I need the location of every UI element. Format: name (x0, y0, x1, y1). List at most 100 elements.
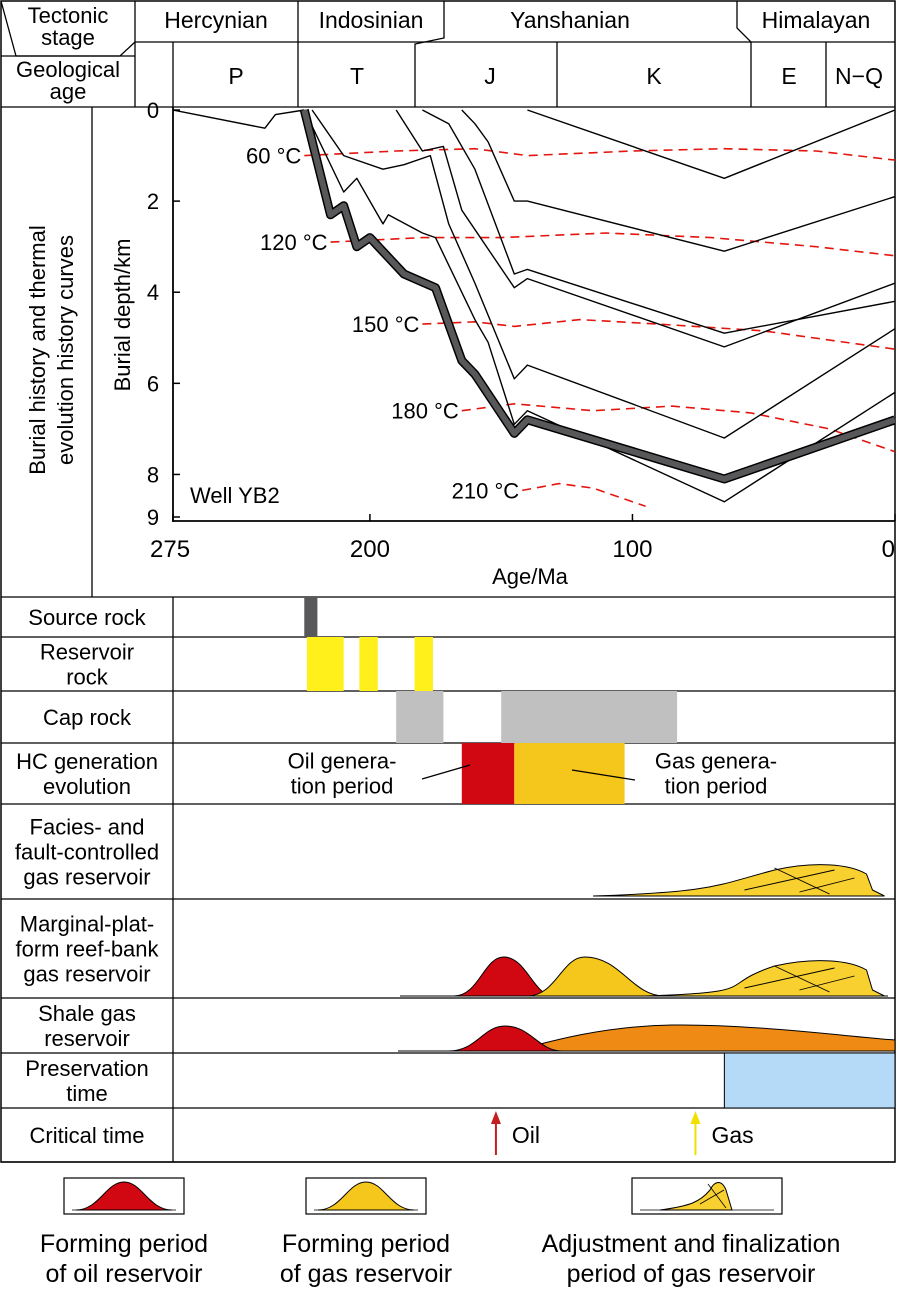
isotherm-line (461, 402, 895, 453)
geological-age-label: Geological (16, 57, 120, 82)
isotherm-lines (304, 147, 895, 508)
isotherm-label: 120 °C (260, 230, 328, 255)
row-label: time (66, 1081, 108, 1106)
burial-curve (422, 109, 895, 334)
stage-label: Hercynian (164, 7, 268, 33)
critical-gas-arrow-head (690, 1111, 701, 1124)
reservoir-rock-bar (306, 637, 344, 691)
period-label: J (484, 63, 496, 89)
tectonic-cell-outline (0, 0, 136, 57)
isotherm-label: 210 °C (452, 478, 520, 503)
isotherm-label: 180 °C (391, 399, 459, 424)
reef-gas-adjustment-hump (645, 960, 885, 997)
shale-oil-hump (448, 1025, 562, 1052)
row-label: fault-controlled (15, 839, 159, 864)
fault-line (744, 869, 835, 891)
row-label: reservoir (44, 1026, 130, 1051)
critical-oil-label: Oil (512, 1122, 540, 1148)
legend-hump-gas (317, 1181, 415, 1211)
legend-adjust-hump (659, 1182, 733, 1211)
fault-line (799, 877, 855, 893)
period-label: P (228, 63, 243, 89)
reservoir-rock-bar (359, 637, 378, 691)
row-label: evolution (43, 774, 131, 799)
cap-rock-bar (501, 691, 678, 743)
source-rock-bar (304, 597, 318, 637)
burial-curve (173, 109, 305, 129)
row-label: Source rock (28, 605, 146, 630)
row-label: Preservation (25, 1056, 149, 1081)
gas-generation-bar (514, 743, 625, 804)
legend-label: Forming period (282, 1230, 450, 1258)
period-label: E (781, 63, 796, 89)
burial-curve (303, 109, 895, 503)
legend-item-oil (63, 1177, 185, 1215)
burial-curve (527, 109, 895, 180)
y-tick-label: 9 (147, 505, 159, 530)
row-label: Marginal-plat- (20, 911, 155, 936)
legend-label: Forming period (40, 1230, 208, 1258)
oil-generation-leader (421, 764, 471, 780)
row-label: Facies- and (30, 814, 145, 839)
stage-boundary (736, 1, 752, 107)
isotherm-line (422, 318, 895, 350)
oil-generation-bar (461, 743, 515, 804)
reef-oil-hump (453, 956, 554, 997)
period-label: K (646, 63, 662, 89)
chart-axes: 0 2 4 6 8 9 275 200 100 0 Age/Ma Burial depth/km Bur… (25, 98, 896, 597)
burial-history-chart: 0 2 4 6 8 9 275 200 100 0 Age/Ma Burial depth/km Bur… (25, 98, 896, 597)
isotherm-label: 150 °C (352, 312, 420, 337)
legend-label: of gas reservoir (280, 1260, 452, 1288)
row-label: Critical time (30, 1123, 145, 1148)
isotherm-line (304, 147, 895, 161)
side-title: Burial history and thermal (25, 225, 50, 474)
legend-label: of oil reservoir (46, 1260, 203, 1288)
preservation-bar (723, 1052, 896, 1109)
critical-oil-arrow-head (490, 1111, 501, 1124)
y-tick-label: 6 (147, 371, 159, 396)
shale-gas-hump (514, 1024, 896, 1052)
period-label: T (350, 63, 364, 89)
x-axis-label: Age/Ma (492, 564, 569, 589)
tectonic-stage-label: Tectonic (28, 3, 109, 28)
burial-curves (173, 108, 895, 503)
row-label: Cap rock (43, 705, 132, 730)
stage-boundary (414, 1, 445, 107)
x-tick-label: 200 (350, 536, 390, 563)
well-label: Well YB2 (190, 483, 280, 508)
burial-curve (311, 109, 895, 439)
burial-curve (461, 109, 895, 252)
gas-generation-label: tion period (665, 773, 768, 798)
chart-labels: Well YB2 60 °C 120 °C 150 °C 180 °C 210 °C (190, 144, 519, 508)
legend-item-adjust (631, 1177, 783, 1215)
isotherm-line (330, 232, 895, 257)
y-axis-label: Burial depth/km (110, 239, 135, 392)
fault-line (744, 967, 835, 989)
isotherm-line (522, 482, 646, 508)
fault-line (774, 965, 830, 993)
row-label: rock (66, 664, 109, 689)
period-label: N−Q (835, 63, 883, 89)
y-tick-label: 0 (147, 98, 159, 123)
row-label: form reef-bank (15, 936, 159, 961)
row-label: Shale gas (38, 1001, 136, 1026)
x-tick-label: 100 (612, 536, 652, 563)
legend-hump-oil (75, 1181, 173, 1211)
fault-line (799, 975, 855, 991)
gas-generation-label: Gas genera- (655, 748, 777, 773)
legend-label: period of gas reservoir (567, 1260, 816, 1288)
legend-item-gas (305, 1177, 427, 1215)
x-tick-label: 275 (150, 536, 190, 563)
row-label: gas reservoir (23, 961, 150, 986)
oil-generation-label: Oil genera- (288, 748, 397, 773)
cap-rock-bar (396, 691, 444, 743)
oil-generation-label: tion period (291, 773, 394, 798)
geological-age-label: age (50, 79, 87, 104)
fault-line (774, 867, 830, 895)
isotherm-label: 60 °C (246, 144, 301, 169)
reef-gas-hump (527, 956, 664, 997)
